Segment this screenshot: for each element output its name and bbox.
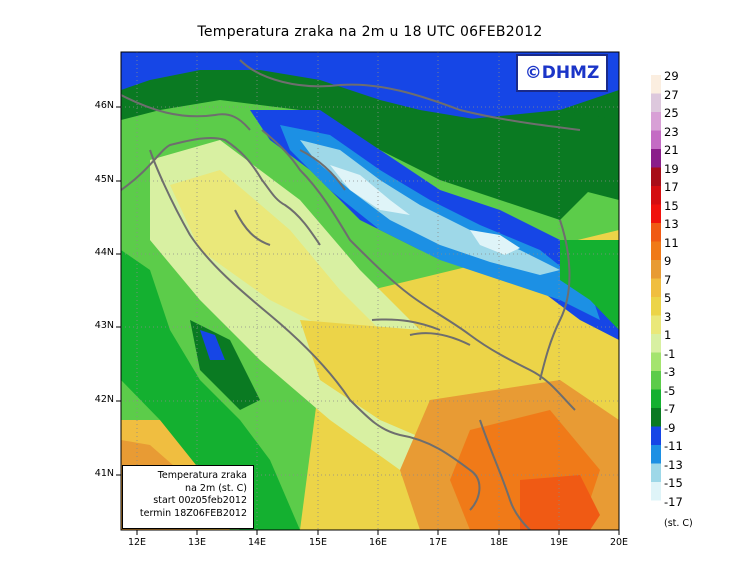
lon-label-15e: 15E xyxy=(308,537,328,548)
temperature-field xyxy=(121,52,619,530)
lat-label-43n: 43N xyxy=(94,320,114,331)
lon-label-19e: 19E xyxy=(549,537,569,548)
legend-swatch xyxy=(651,75,661,94)
legend-swatch xyxy=(651,260,661,279)
lon-label-16e: 16E xyxy=(368,537,388,548)
legend-label: 3 xyxy=(664,309,672,324)
legend-swatch xyxy=(651,278,661,297)
legend-label: -5 xyxy=(664,383,676,398)
legend-label: 29 xyxy=(664,69,679,83)
legend-swatch xyxy=(651,204,661,223)
lon-label-18e: 18E xyxy=(489,537,509,548)
legend-label: -3 xyxy=(664,365,676,379)
legend-label: 27 xyxy=(664,87,679,102)
info-line: termin 18Z06FEB2012 xyxy=(139,507,247,519)
legend-label: 9 xyxy=(664,254,672,268)
info-line: na 2m (st. C) xyxy=(185,482,247,494)
legend-label: 11 xyxy=(664,235,679,250)
legend-swatch xyxy=(651,112,661,131)
legend-label: 25 xyxy=(664,106,679,120)
legend-label: 15 xyxy=(664,198,679,213)
lon-label-17e: 17E xyxy=(428,537,448,548)
info-line: start 00z05feb2012 xyxy=(153,495,247,506)
axis-ticks xyxy=(116,106,620,535)
info-line: Temperatura zraka xyxy=(157,470,247,481)
legend-swatch xyxy=(651,408,661,427)
legend-swatch xyxy=(651,186,661,205)
legend-unit: (st. C) xyxy=(664,518,693,529)
map-frame xyxy=(120,51,620,531)
info-box: Temperatura zraka na 2m (st. C) start 00… xyxy=(122,465,254,529)
lat-label-44n: 44N xyxy=(94,247,114,258)
legend-swatch xyxy=(651,315,661,334)
lat-label-41n: 41N xyxy=(94,468,114,479)
legend-label: 23 xyxy=(664,124,679,139)
legend-label: -1 xyxy=(664,346,676,361)
legend-swatch xyxy=(651,167,661,186)
lon-label-13e: 13E xyxy=(187,537,207,548)
coastline xyxy=(121,59,581,530)
legend-label: -17 xyxy=(664,494,683,509)
legend-label: -11 xyxy=(664,439,683,453)
legend-label: 21 xyxy=(664,143,679,157)
legend-label: -7 xyxy=(664,402,676,416)
legend-swatch xyxy=(651,426,661,445)
dhmz-credit: ©DHMZ xyxy=(516,54,608,92)
legend-swatch xyxy=(651,223,661,242)
lon-label-12e: 12E xyxy=(127,537,147,548)
lat-label-45n: 45N xyxy=(94,174,114,185)
graticule xyxy=(121,52,619,530)
legend-swatch xyxy=(651,463,661,482)
legend-label: 17 xyxy=(664,180,679,194)
legend-label: 5 xyxy=(664,291,672,305)
legend-label: 19 xyxy=(664,161,679,176)
legend-swatch xyxy=(651,389,661,408)
legend-label: -9 xyxy=(664,420,676,435)
legend-swatch xyxy=(651,149,661,168)
legend-swatch xyxy=(651,352,661,371)
legend-label: -15 xyxy=(664,476,683,490)
legend-label: 7 xyxy=(664,272,672,287)
lon-label-14e: 14E xyxy=(247,537,267,548)
legend-label: 1 xyxy=(664,328,672,342)
map-title: Temperatura zraka na 2m u 18 UTC 06FEB20… xyxy=(197,24,543,40)
legend-swatch xyxy=(651,297,661,316)
legend-swatch xyxy=(651,130,661,149)
legend-label: -13 xyxy=(664,457,683,472)
legend-swatch xyxy=(651,445,661,464)
lat-label-42n: 42N xyxy=(94,394,114,405)
legend-swatch xyxy=(651,500,661,519)
legend-label: 13 xyxy=(664,217,679,231)
lon-label-20e: 20E xyxy=(609,537,629,548)
legend-swatch xyxy=(651,334,661,353)
legend-colorbar xyxy=(651,75,661,519)
lat-label-46n: 46N xyxy=(94,100,114,111)
legend-swatch xyxy=(651,241,661,260)
legend-swatch xyxy=(651,93,661,112)
legend-swatch xyxy=(651,482,661,501)
legend-swatch xyxy=(651,371,661,390)
